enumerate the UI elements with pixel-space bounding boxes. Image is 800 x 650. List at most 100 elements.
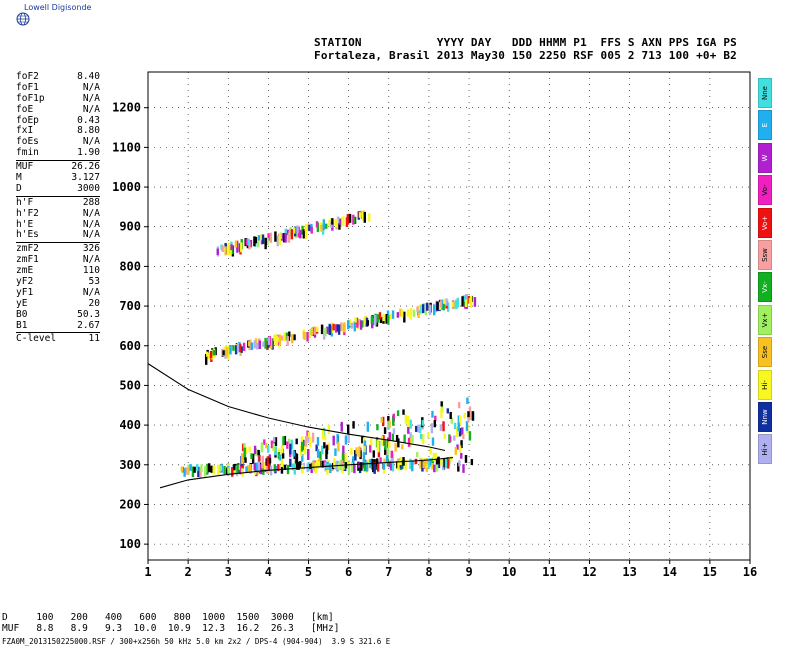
echo-mark (314, 462, 318, 474)
echo-mark (302, 331, 306, 340)
echo-mark (288, 331, 291, 337)
echo-mark (401, 444, 404, 450)
echo-mark (263, 439, 266, 445)
echo-mark (328, 219, 331, 227)
echo-mark (458, 460, 461, 467)
echo-mark (465, 294, 468, 302)
echo-mark (321, 460, 324, 468)
echo-mark (421, 460, 424, 472)
echo-mark (229, 345, 232, 355)
y-tick-label: 1000 (112, 180, 141, 194)
echo-mark (253, 236, 256, 247)
echo-mark (301, 453, 304, 462)
echo-mark (191, 466, 195, 478)
echo-mark (429, 448, 432, 455)
echo-mark (230, 244, 233, 251)
echo-mark (431, 437, 435, 446)
echo-mark (347, 320, 350, 330)
echo-mark (467, 296, 470, 304)
param-row: foF1p N/A (16, 93, 100, 105)
echo-mark (443, 433, 446, 439)
echo-mark (455, 299, 458, 310)
echo-mark (204, 465, 207, 473)
echo-mark (344, 435, 348, 445)
echo-mark (366, 421, 370, 432)
echo-mark (425, 460, 428, 468)
echo-mark (444, 457, 448, 469)
legend-label: Nnw (761, 409, 769, 425)
echo-mark (363, 462, 367, 472)
legend-label: Vo+ (761, 215, 769, 230)
echo-mark (467, 415, 470, 423)
echo-mark (340, 421, 343, 432)
echo-mark (300, 441, 304, 452)
echo-mark (275, 335, 279, 346)
echo-mark (387, 315, 390, 325)
echo-mark (257, 462, 261, 473)
echo-mark (283, 332, 286, 341)
echo-mark (395, 434, 399, 442)
echo-mark (323, 442, 326, 449)
echo-mark (341, 452, 345, 464)
echo-mark (354, 317, 357, 323)
echo-mark (468, 431, 472, 441)
echo-mark (342, 462, 346, 470)
echo-mark (253, 340, 256, 349)
param-row: M 3.127 (16, 172, 100, 184)
echo-mark (369, 444, 372, 453)
echo-mark (447, 459, 450, 469)
param-value: 0.43 (77, 114, 100, 126)
echo-mark (320, 324, 324, 335)
echo-mark (467, 411, 470, 418)
echo-mark (466, 397, 469, 405)
echo-mark (334, 219, 337, 225)
echo-mark (440, 459, 443, 466)
echo-mark (309, 436, 312, 448)
echo-mark (280, 335, 284, 341)
legend-label: Nne (761, 86, 769, 100)
echo-mark (245, 238, 248, 246)
echo-mark (323, 435, 327, 441)
echo-mark (382, 435, 385, 446)
echo-mark (397, 438, 400, 448)
echo-mark (307, 432, 311, 438)
echo-mark (258, 340, 262, 350)
header-values: Fortaleza, Brasil 2013 May30 150 2250 RS… (314, 49, 737, 62)
echo-mark (346, 424, 350, 435)
echo-mark (449, 411, 452, 420)
echo-mark (429, 460, 432, 466)
echo-mark (310, 226, 313, 234)
echo-mark (295, 462, 299, 470)
echo-mark (347, 434, 350, 444)
echo-mark (184, 467, 188, 475)
param-row: yE 20 (16, 298, 100, 310)
x-tick-label: 13 (622, 565, 636, 579)
echo-mark (299, 461, 302, 468)
echo-mark (308, 224, 311, 231)
echo-mark (276, 336, 280, 342)
echo-mark (304, 227, 308, 239)
param-row: yF2 53 (16, 276, 100, 288)
echo-mark (427, 432, 430, 439)
echo-mark (315, 444, 318, 452)
legend-label: Vx- (761, 281, 769, 294)
echo-mark (267, 445, 270, 453)
echo-mark (442, 421, 445, 432)
echo-mark (325, 223, 328, 229)
echo-mark (427, 459, 430, 469)
echo-mark (384, 440, 387, 450)
x-tick-label: 15 (703, 565, 717, 579)
y-tick-label: 900 (119, 220, 141, 234)
echo-mark (250, 453, 253, 459)
echo-mark (442, 302, 445, 311)
echo-mark (462, 464, 465, 473)
echo-mark (414, 458, 418, 465)
echo-mark (234, 345, 238, 355)
echo-mark (236, 464, 239, 474)
echo-mark (277, 464, 280, 472)
echo-mark (337, 324, 341, 335)
echo-mark (385, 314, 388, 324)
echo-mark (257, 235, 261, 241)
param-row: foE N/A (16, 104, 100, 116)
param-value: 326 (82, 243, 100, 255)
